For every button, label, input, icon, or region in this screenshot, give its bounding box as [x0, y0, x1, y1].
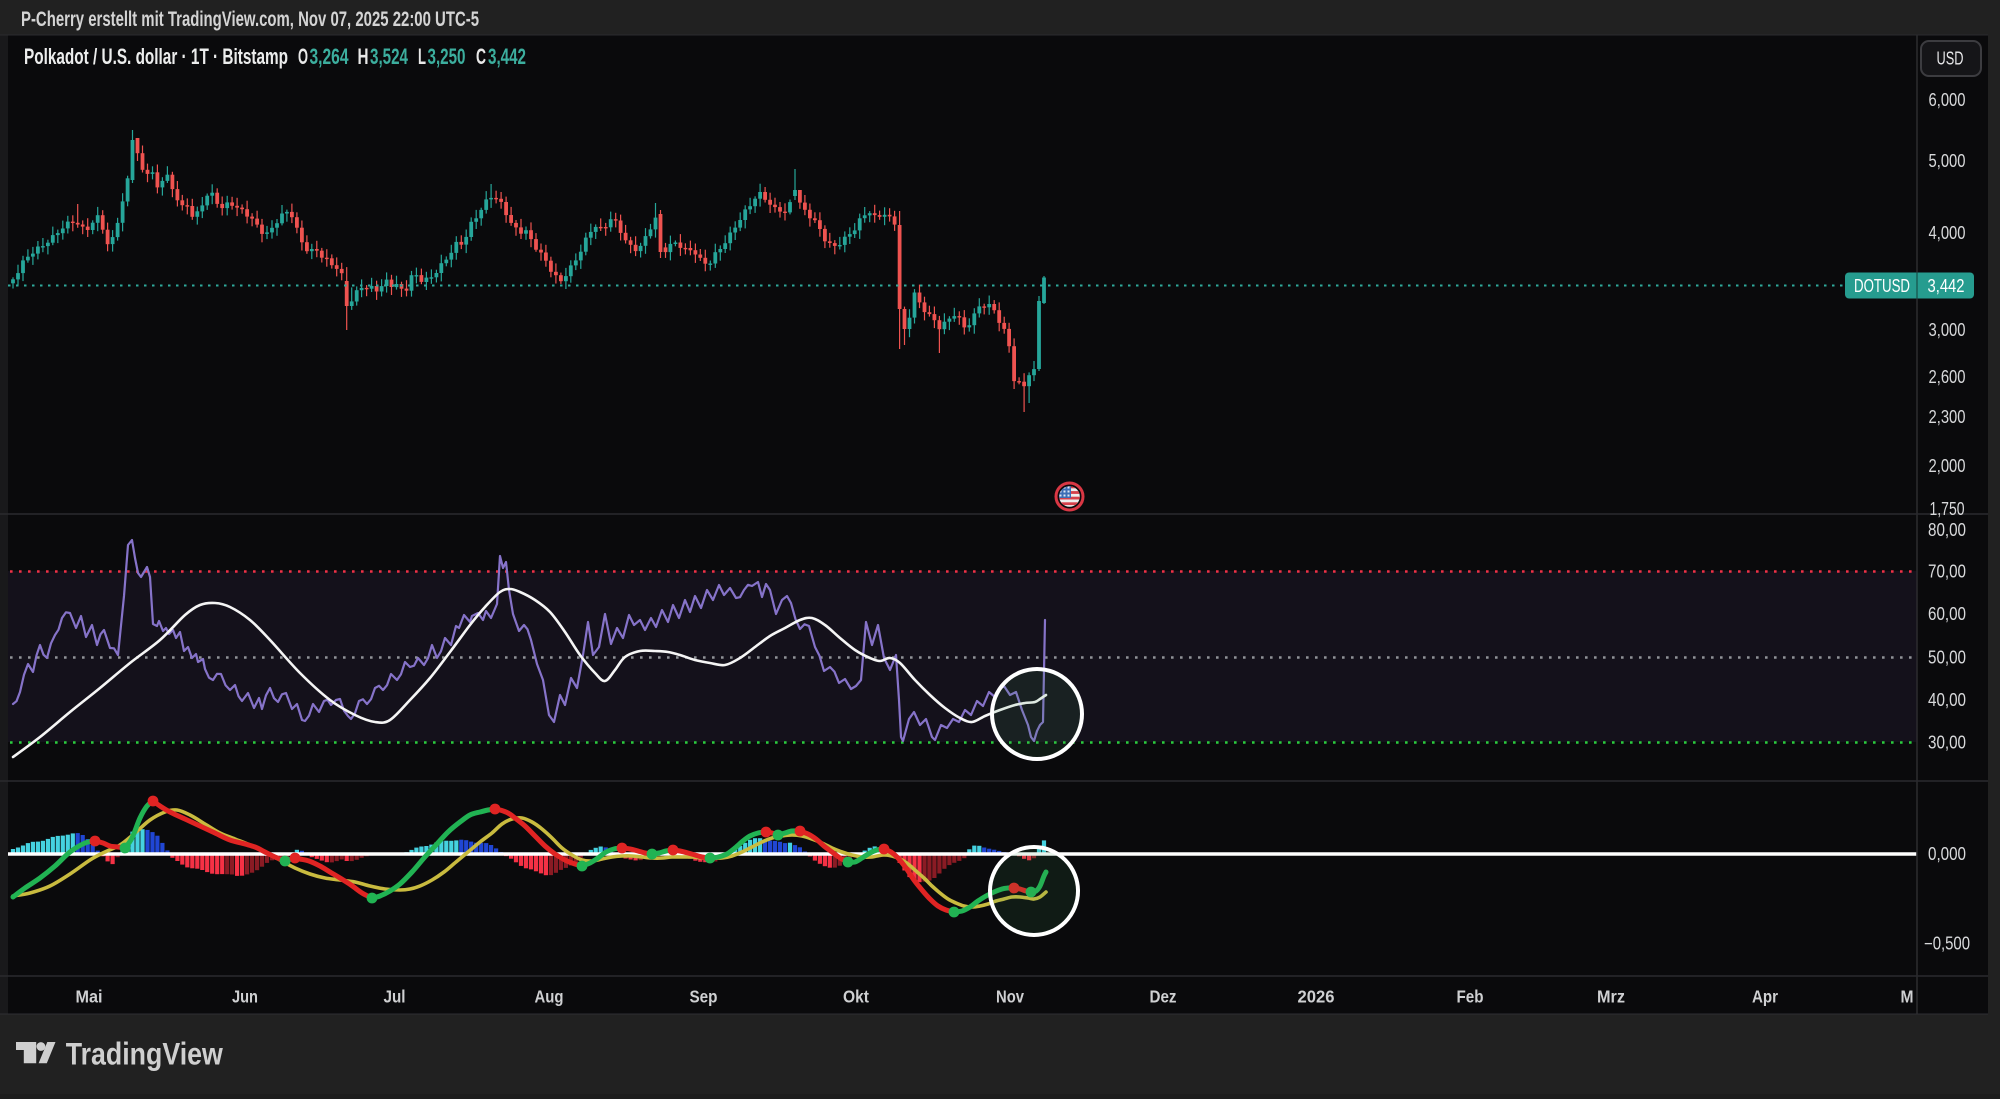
svg-text:Nov: Nov [996, 987, 1024, 1007]
svg-text:3,250: 3,250 [428, 44, 466, 69]
svg-text:80,00: 80,00 [1928, 520, 1966, 540]
svg-text:5,000: 5,000 [1929, 151, 1966, 171]
svg-text:2,600: 2,600 [1929, 367, 1966, 387]
svg-text:3,442: 3,442 [1928, 276, 1965, 296]
svg-text:2,000: 2,000 [1929, 456, 1966, 476]
svg-text:Jul: Jul [384, 987, 406, 1007]
svg-text:Apr: Apr [1752, 987, 1778, 1007]
svg-text:Mrz: Mrz [1597, 987, 1625, 1007]
svg-text:P-Cherry erstellt mit TradingV: P-Cherry erstellt mit TradingView.com, N… [21, 8, 479, 31]
svg-text:4,000: 4,000 [1929, 223, 1966, 243]
svg-text:2026: 2026 [1298, 987, 1335, 1007]
svg-text:40,00: 40,00 [1928, 690, 1966, 710]
svg-text:3,442: 3,442 [488, 44, 526, 69]
svg-text:Aug: Aug [535, 987, 564, 1007]
svg-text:2,300: 2,300 [1929, 407, 1966, 427]
svg-text:Feb: Feb [1457, 987, 1484, 1007]
svg-text:Okt: Okt [843, 987, 869, 1007]
svg-text:50,00: 50,00 [1928, 648, 1966, 668]
svg-text:1,750: 1,750 [1930, 499, 1965, 519]
svg-text:6,000: 6,000 [1929, 90, 1966, 110]
svg-text:0,000: 0,000 [1928, 844, 1966, 864]
svg-text:Dez: Dez [1150, 987, 1177, 1007]
svg-text:Mai: Mai [76, 987, 103, 1007]
svg-text:Sep: Sep [690, 987, 718, 1007]
svg-text:M: M [1901, 987, 1914, 1007]
svg-text:70,00: 70,00 [1928, 562, 1966, 582]
svg-text:DOTUSD: DOTUSD [1854, 276, 1910, 296]
svg-text:30,00: 30,00 [1928, 733, 1966, 753]
svg-text:O: O [298, 44, 308, 69]
svg-text:−0,500: −0,500 [1924, 934, 1970, 954]
svg-text:Jun: Jun [232, 987, 258, 1007]
svg-text:TradingView: TradingView [66, 1036, 223, 1072]
svg-text:USD: USD [1937, 49, 1964, 69]
svg-text:Polkadot / U.S. dollar · 1T ·: Polkadot / U.S. dollar · 1T · Bitstamp [24, 44, 288, 69]
svg-text:H: H [358, 44, 369, 69]
svg-text:C: C [476, 44, 486, 69]
svg-text:3,264: 3,264 [310, 44, 350, 69]
svg-text:60,00: 60,00 [1928, 604, 1966, 624]
svg-text:L: L [418, 44, 426, 69]
svg-text:3,000: 3,000 [1929, 320, 1966, 340]
svg-text:3,524: 3,524 [370, 44, 409, 69]
